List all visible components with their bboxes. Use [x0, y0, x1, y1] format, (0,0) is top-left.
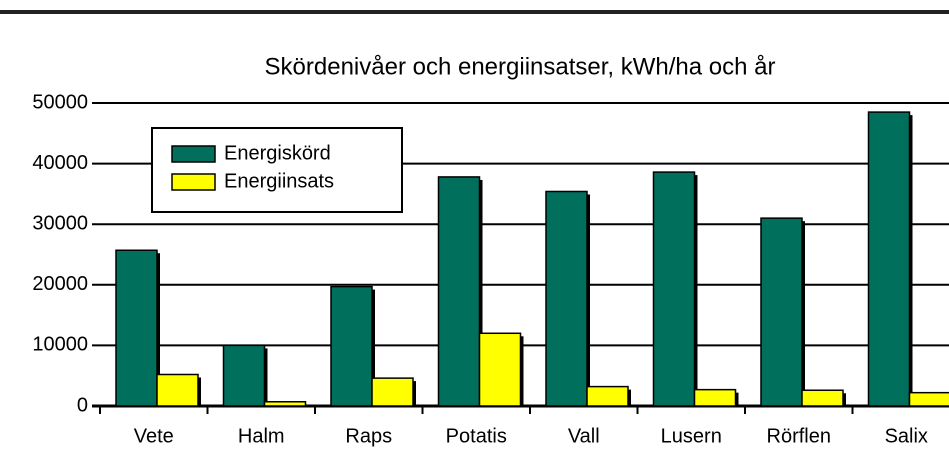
legend-label: Energiinsats: [224, 170, 334, 192]
bar: [760, 217, 803, 407]
bar: [545, 190, 588, 407]
bar: [652, 171, 696, 407]
y-tick-label: 40000: [32, 152, 88, 174]
chart-title: Skördenivåer och energiinsatser, kWh/ha …: [265, 53, 776, 80]
x-tick-label: Salix: [885, 425, 928, 447]
x-tick-label: Vall: [568, 425, 600, 447]
bar: [867, 111, 911, 407]
x-tick-label: Vete: [134, 425, 174, 447]
bar: [371, 377, 414, 407]
y-tick-label: 20000: [32, 273, 88, 295]
bar: [693, 388, 737, 407]
x-tick-label: Raps: [345, 425, 392, 447]
legend-swatch: [171, 145, 216, 163]
y-tick-label: 30000: [32, 212, 88, 234]
legend-label: Energiskörd: [224, 142, 331, 164]
legend-swatch: [171, 173, 216, 191]
y-tick-label: 0: [77, 394, 88, 416]
bar: [115, 249, 158, 407]
bar: [222, 344, 266, 407]
bar: [437, 176, 481, 407]
y-tick-label: 10000: [32, 334, 88, 356]
bar: [263, 401, 307, 407]
x-tick-label: Potatis: [446, 425, 507, 447]
bar: [156, 373, 199, 407]
x-tick-label: Rörflen: [767, 425, 831, 447]
bar: [908, 391, 949, 407]
bar: [478, 332, 522, 407]
bar: [586, 385, 629, 407]
bar: [801, 389, 844, 407]
bar: [330, 285, 373, 407]
legend-box: [151, 127, 403, 213]
y-tick-label: 50000: [32, 91, 88, 113]
x-tick-label: Lusern: [661, 425, 722, 447]
x-tick-label: Halm: [238, 425, 285, 447]
